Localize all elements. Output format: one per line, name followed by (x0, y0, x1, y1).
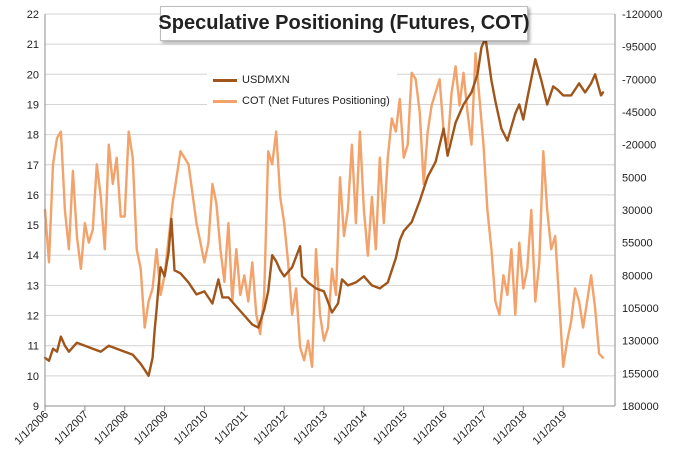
legend-swatch-usdmxn (213, 78, 237, 82)
series-cot-line (43, 52, 605, 368)
left-axis-tick-labels: 9 10 11 12 13 14 15 16 17 18 19 20 21 22 (27, 9, 39, 413)
right-axis-tick-label: -45000 (622, 107, 656, 119)
left-axis-tick-label: 21 (27, 39, 39, 51)
x-axis-tick-label: 1/1/2014 (331, 409, 370, 448)
right-axis-tick-label: -20000 (622, 140, 656, 152)
right-axis-tick-label: -95000 (622, 42, 656, 54)
x-axis-tick-label: 1/1/2009 (132, 409, 171, 448)
chart-title: Speculative Positioning (Futures, COT) (158, 6, 530, 41)
legend-item-cot: COT (Net Futures Positioning) (213, 95, 390, 107)
right-axis-tick-label: 130000 (622, 336, 659, 348)
legend-label-cot: COT (Net Futures Positioning) (242, 95, 390, 107)
x-axis-tick-label: 1/1/2017 (451, 409, 490, 448)
legend-item-usdmxn: USDMXN (213, 74, 290, 86)
x-axis-tick-labels: 1/1/2006 1/1/2007 1/1/2008 1/1/2009 1/1/2010… (12, 409, 569, 448)
left-axis-tick-label: 18 (27, 130, 39, 142)
series-usdmxn-line (43, 36, 605, 377)
left-axis-tick-label: 15 (27, 220, 39, 232)
left-axis-tick-label: 11 (28, 341, 39, 353)
left-axis-tick-label: 19 (27, 99, 39, 111)
axes (44, 14, 616, 411)
right-axis-tick-labels: -120000 -95000 -70000 -45000 -20000 5000 30000… (622, 9, 662, 413)
series-usdmxn-line-group (43, 36, 605, 377)
x-axis-tick-label: 1/1/2007 (52, 409, 91, 448)
x-axis-tick-label: 1/1/2010 (172, 409, 211, 448)
right-axis-tick-label: -120000 (622, 9, 662, 21)
left-axis-tick-label: 10 (27, 371, 39, 383)
x-axis-tick-label: 1/1/2011 (212, 409, 250, 447)
series-cot-line-group (43, 52, 605, 368)
left-axis-tick-label: 16 (27, 190, 39, 202)
left-axis-tick-label: 9 (33, 401, 39, 413)
left-axis-tick-label: 14 (27, 250, 39, 262)
x-axis-tick-label: 1/1/2015 (371, 409, 410, 448)
x-axis-tick-label: 1/1/2008 (92, 409, 131, 448)
x-axis-tick-label: 1/1/2013 (291, 409, 330, 448)
right-axis-tick-label: 155000 (622, 368, 659, 380)
left-axis-tick-label: 20 (27, 69, 39, 81)
right-axis-tick-label: 55000 (622, 238, 653, 250)
left-axis-tick-label: 22 (27, 9, 39, 21)
left-axis-tick-label: 12 (27, 311, 39, 323)
legend-label-usdmxn: USDMXN (242, 74, 290, 86)
left-axis-tick-label: 17 (27, 160, 39, 172)
x-axis-tick-label: 1/1/2006 (12, 409, 51, 448)
right-axis-tick-label: 105000 (622, 303, 659, 315)
left-axis-tick-label: 13 (27, 280, 39, 292)
x-axis-tick-label: 1/1/2012 (252, 409, 291, 448)
right-axis-tick-label: 5000 (622, 172, 646, 184)
right-axis-tick-label: 80000 (622, 270, 653, 282)
x-axis-tick-label: 1/1/2018 (491, 409, 530, 448)
x-axis-tick-label: 1/1/2019 (531, 409, 570, 448)
legend: USDMXN COT (Net Futures Positioning) (207, 68, 397, 114)
legend-swatch-cot (213, 99, 237, 103)
right-axis-tick-label: -70000 (622, 74, 656, 86)
right-axis-tick-label: 180000 (622, 401, 659, 413)
right-axis-tick-label: 30000 (622, 205, 653, 217)
x-axis-tick-label: 1/1/2016 (411, 409, 450, 448)
